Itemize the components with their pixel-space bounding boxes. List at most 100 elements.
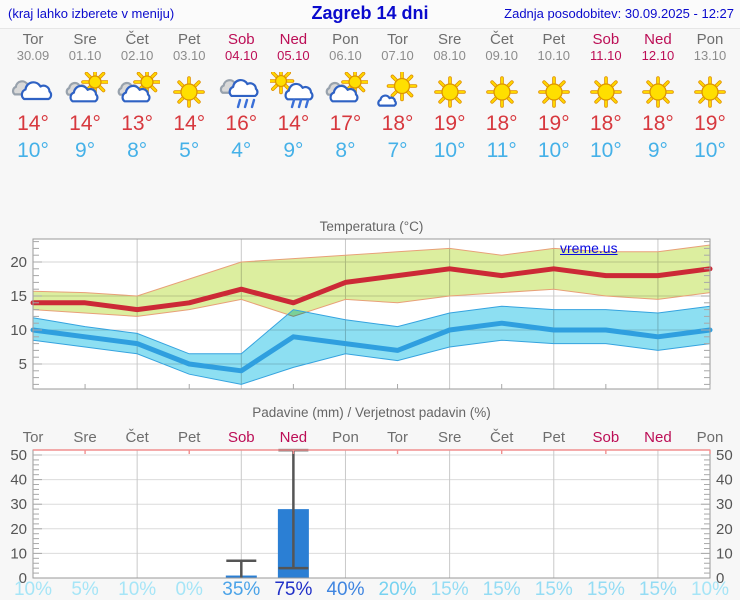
precip-axis-tick-label-left: 30 xyxy=(10,496,27,513)
rain-icon xyxy=(220,78,259,109)
precip-axis-tick-label-left: 0 xyxy=(19,570,27,586)
weather-icon-box xyxy=(583,72,629,112)
precip-axis-tick-label-right: 0 xyxy=(716,570,724,586)
day-date-label: 03.10 xyxy=(172,48,206,63)
weather-icon-box xyxy=(687,72,733,112)
day-column: Sre 01.10 xyxy=(59,31,111,64)
day-column: Pon 06.10 xyxy=(319,31,371,64)
day-date-label: 07.10 xyxy=(381,48,414,63)
precip-day-label: Sre xyxy=(73,429,97,446)
weather-icon-box xyxy=(635,72,681,112)
weather-icon-box xyxy=(322,68,370,112)
day-name-label: Sre xyxy=(437,31,462,48)
min-temp-label: 8° xyxy=(127,139,148,162)
precip-probability-label: 10% xyxy=(13,579,53,600)
min-temp-label: 10° xyxy=(433,139,466,162)
day-date-label: 04.10 xyxy=(225,48,258,63)
day-date-label: 08.10 xyxy=(433,48,466,63)
sunny-icon xyxy=(485,76,518,108)
precip-probability-label: 15% xyxy=(482,579,521,600)
weather-icon-box xyxy=(114,68,161,112)
weather-icon-box xyxy=(427,72,473,112)
precip-axis-tick-label-left: 50 xyxy=(10,447,27,464)
max-temp-label: 19° xyxy=(694,112,726,135)
day-column: Tor 07.10 xyxy=(372,31,424,64)
temp-axis-tick-label: 10 xyxy=(10,322,27,339)
weather-icon-box xyxy=(10,72,56,112)
day-name-label: Pon xyxy=(696,31,724,48)
precipitation-chart-title: Padavine (mm) / Verjetnost padavin (%) xyxy=(252,405,491,420)
max-temp-label: 14° xyxy=(17,112,49,135)
cloudy-icon xyxy=(11,80,53,101)
sunny-icon xyxy=(590,76,622,108)
day-name-label: Sob xyxy=(592,31,620,48)
precip-axis-tick-label-right: 40 xyxy=(716,472,733,489)
day-name-label: Čet xyxy=(125,31,149,48)
watermark-link[interactable]: vreme.us xyxy=(560,240,618,256)
max-temp-label: 19° xyxy=(537,112,570,135)
day-name-label: Sre xyxy=(73,31,97,48)
weather-icon-box xyxy=(166,72,212,112)
precip-probability-label: 15% xyxy=(586,579,625,600)
max-temp-label: 17° xyxy=(329,112,362,135)
weather-icon-box xyxy=(479,72,525,112)
day-name-label: Tor xyxy=(387,31,408,48)
precipitation-chart: 0 0 10 10 20 20 30 30 40 40 50 50 xyxy=(10,447,733,586)
precip-axis-tick-label-right: 30 xyxy=(716,496,733,513)
precip-probability-label: 10% xyxy=(690,579,730,600)
day-name-label: Čet xyxy=(490,31,514,48)
min-temp-label: 10° xyxy=(589,139,622,162)
sunny-icon xyxy=(173,76,206,108)
day-column: Tor 30.09 xyxy=(7,31,59,64)
precip-day-label: Pet xyxy=(177,429,201,446)
max-temp-label: 18° xyxy=(589,112,622,135)
temp-axis-tick-label: 5 xyxy=(19,356,27,373)
day-column: Ned 12.10 xyxy=(632,31,684,64)
min-temp-label: 10° xyxy=(537,139,570,162)
min-temp-label: 10° xyxy=(694,139,726,162)
min-temp-label: 8° xyxy=(335,139,356,162)
header-bar: (kraj lahko izberete v meniju) Zagreb 14… xyxy=(0,0,740,29)
day-date-label: 06.10 xyxy=(329,48,362,63)
precip-axis-tick-label-left: 10 xyxy=(10,545,27,562)
temp-axis-tick-label: 15 xyxy=(10,288,27,305)
day-name-label: Sob xyxy=(227,31,255,48)
precip-axis-tick-label-right: 50 xyxy=(716,447,733,464)
day-date-label: 05.10 xyxy=(277,48,310,63)
sunny-icon xyxy=(537,76,570,108)
day-date-label: 01.10 xyxy=(68,48,102,63)
sun-cloud-icon xyxy=(117,68,161,103)
precip-axis-tick-label-left: 20 xyxy=(10,521,27,538)
precip-day-label: Pon xyxy=(332,429,359,446)
precip-probability-label: 15% xyxy=(534,579,573,600)
min-temp-label: 11° xyxy=(486,139,517,162)
max-temp-label: 14° xyxy=(173,112,206,135)
precip-day-label: Čet xyxy=(490,429,514,446)
precip-day-label: Ned xyxy=(644,429,672,446)
sun-smallcloud-icon xyxy=(376,70,417,107)
precip-day-label: Sre xyxy=(437,429,462,446)
precip-probability-label: 75% xyxy=(274,579,313,600)
precip-day-label: Čet xyxy=(125,429,149,446)
day-name-label: Tor xyxy=(22,31,44,48)
day-column: Sre 08.10 xyxy=(424,31,476,64)
day-name-label: Pon xyxy=(332,31,359,48)
precip-day-label: Sob xyxy=(592,429,620,446)
precip-probability-label: 20% xyxy=(378,579,417,600)
precip-axis-tick-label-right: 20 xyxy=(716,521,733,538)
day-date-label: 11.10 xyxy=(590,48,622,63)
sun-cloud-icon xyxy=(65,68,109,103)
min-temp-label: 7° xyxy=(387,139,408,162)
temperature-chart: 5 10 15 20 xyxy=(10,238,713,390)
max-temp-label: 18° xyxy=(381,112,414,135)
sunny-icon xyxy=(642,76,674,108)
temperature-chart-title: Temperatura (°C) xyxy=(319,219,424,234)
precip-axis-tick-label-right: 10 xyxy=(716,545,733,562)
weather-icon-box xyxy=(375,70,421,112)
day-name-label: Ned xyxy=(644,31,672,48)
max-temp-label: 13° xyxy=(121,112,154,135)
precip-day-label: Pon xyxy=(696,429,724,446)
precip-probability-label: 35% xyxy=(222,579,261,600)
day-date-label: 13.10 xyxy=(693,48,727,63)
